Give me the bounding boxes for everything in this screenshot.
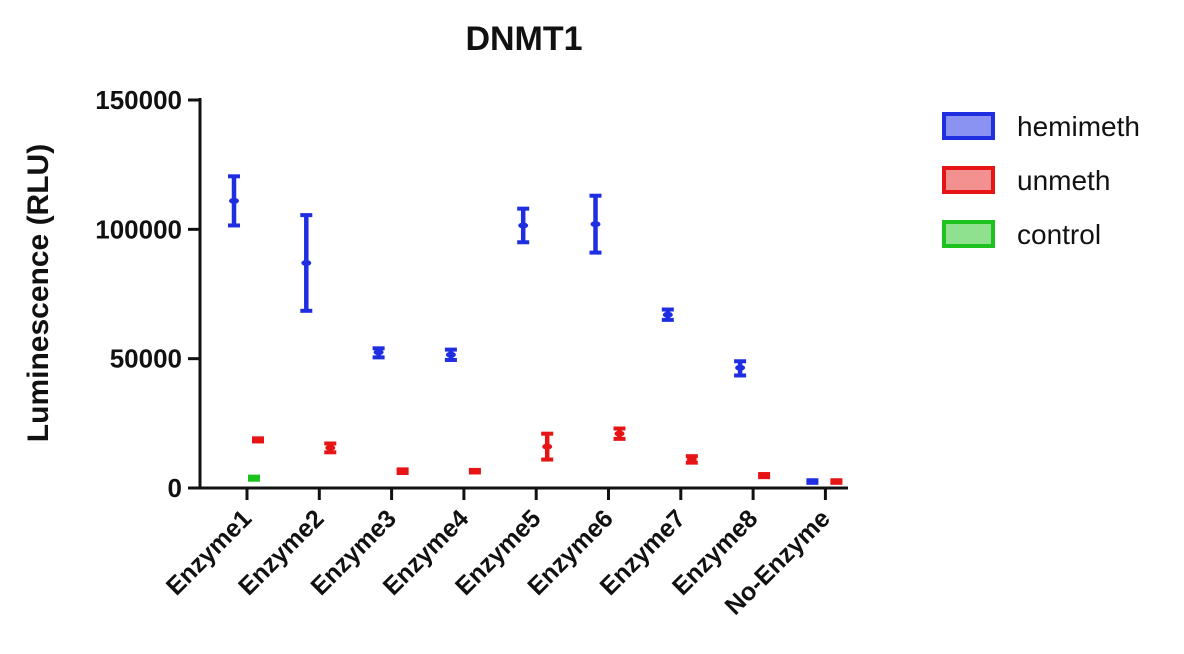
unmeth-mean-marker-Enzyme2	[325, 444, 336, 451]
legend-label-unmeth: unmeth	[1017, 165, 1110, 196]
data-marks	[228, 174, 843, 485]
unmeth-point-Enzyme5	[541, 431, 554, 462]
unmeth-mean-marker-Enzyme6	[614, 430, 625, 437]
hemimeth-mean-marker-Enzyme2	[301, 259, 312, 266]
hemimeth-point-No-Enzyme	[806, 478, 819, 485]
unmeth-mean-marker-Enzyme1	[253, 437, 263, 444]
hemimeth-mean-marker-Enzyme5	[518, 222, 529, 229]
hemimeth-point-Enzyme1	[228, 174, 240, 228]
x-axis-ticks: Enzyme1Enzyme2Enzyme3Enzyme4Enzyme5Enzym…	[161, 488, 836, 621]
hemimeth-point-Enzyme3	[372, 346, 385, 360]
y-tick-label: 100000	[95, 214, 182, 244]
unmeth-mean-marker-Enzyme5	[542, 443, 553, 450]
unmeth-point-Enzyme8	[758, 472, 771, 480]
y-tick-label: 150000	[95, 85, 182, 115]
unmeth-mean-marker-Enzyme8	[759, 472, 770, 479]
unmeth-point-Enzyme4	[468, 467, 481, 475]
hemimeth-mean-marker-Enzyme3	[373, 349, 384, 356]
series-hemimeth	[228, 174, 819, 485]
legend-swatch-hemimeth	[942, 112, 995, 140]
control-point-Enzyme1	[248, 474, 260, 482]
hemimeth-mean-marker-Enzyme4	[445, 351, 456, 358]
axes	[198, 98, 848, 490]
hemimeth-point-Enzyme6	[589, 193, 602, 255]
hemimeth-point-Enzyme5	[517, 206, 530, 245]
unmeth-mean-marker-Enzyme3	[397, 468, 408, 475]
y-tick-label: 50000	[110, 344, 182, 374]
legend-swatch-unmeth	[942, 166, 995, 194]
legend-item-unmeth: unmeth	[942, 165, 1110, 196]
unmeth-point-Enzyme1	[252, 436, 264, 444]
unmeth-mean-marker-No-Enzyme	[831, 478, 842, 485]
hemimeth-point-Enzyme2	[300, 213, 313, 313]
hemimeth-mean-marker-Enzyme6	[590, 221, 601, 228]
hemimeth-mean-marker-No-Enzyme	[807, 478, 818, 485]
legend-label-control: control	[1017, 219, 1101, 250]
y-tick-label: 0	[168, 473, 182, 503]
y-axis-label: Luminescence (RLU)	[22, 144, 55, 442]
legend: hemimeth unmeth control	[942, 111, 1140, 250]
series-unmeth	[252, 426, 843, 485]
legend-item-control: control	[942, 219, 1101, 250]
hemimeth-point-Enzyme8	[734, 359, 747, 378]
unmeth-mean-marker-Enzyme7	[686, 456, 697, 463]
unmeth-point-No-Enzyme	[830, 478, 843, 485]
hemimeth-mean-marker-Enzyme7	[662, 311, 673, 318]
legend-item-hemimeth: hemimeth	[942, 111, 1140, 142]
hemimeth-mean-marker-Enzyme8	[735, 364, 746, 371]
hemimeth-mean-marker-Enzyme1	[229, 197, 239, 204]
unmeth-mean-marker-Enzyme4	[469, 468, 480, 475]
legend-swatch-control	[942, 220, 995, 248]
unmeth-point-Enzyme2	[324, 441, 337, 455]
unmeth-point-Enzyme3	[396, 467, 409, 475]
y-axis-ticks: 0 50000 100000 150000	[95, 85, 200, 503]
series-control	[248, 474, 260, 482]
hemimeth-point-Enzyme7	[661, 307, 674, 322]
chart-title: DNMT1	[465, 20, 582, 58]
hemimeth-point-Enzyme4	[444, 347, 457, 362]
unmeth-point-Enzyme7	[685, 454, 698, 465]
unmeth-point-Enzyme6	[613, 426, 626, 441]
control-mean-marker-Enzyme1	[249, 475, 259, 482]
legend-label-hemimeth: hemimeth	[1017, 111, 1140, 142]
